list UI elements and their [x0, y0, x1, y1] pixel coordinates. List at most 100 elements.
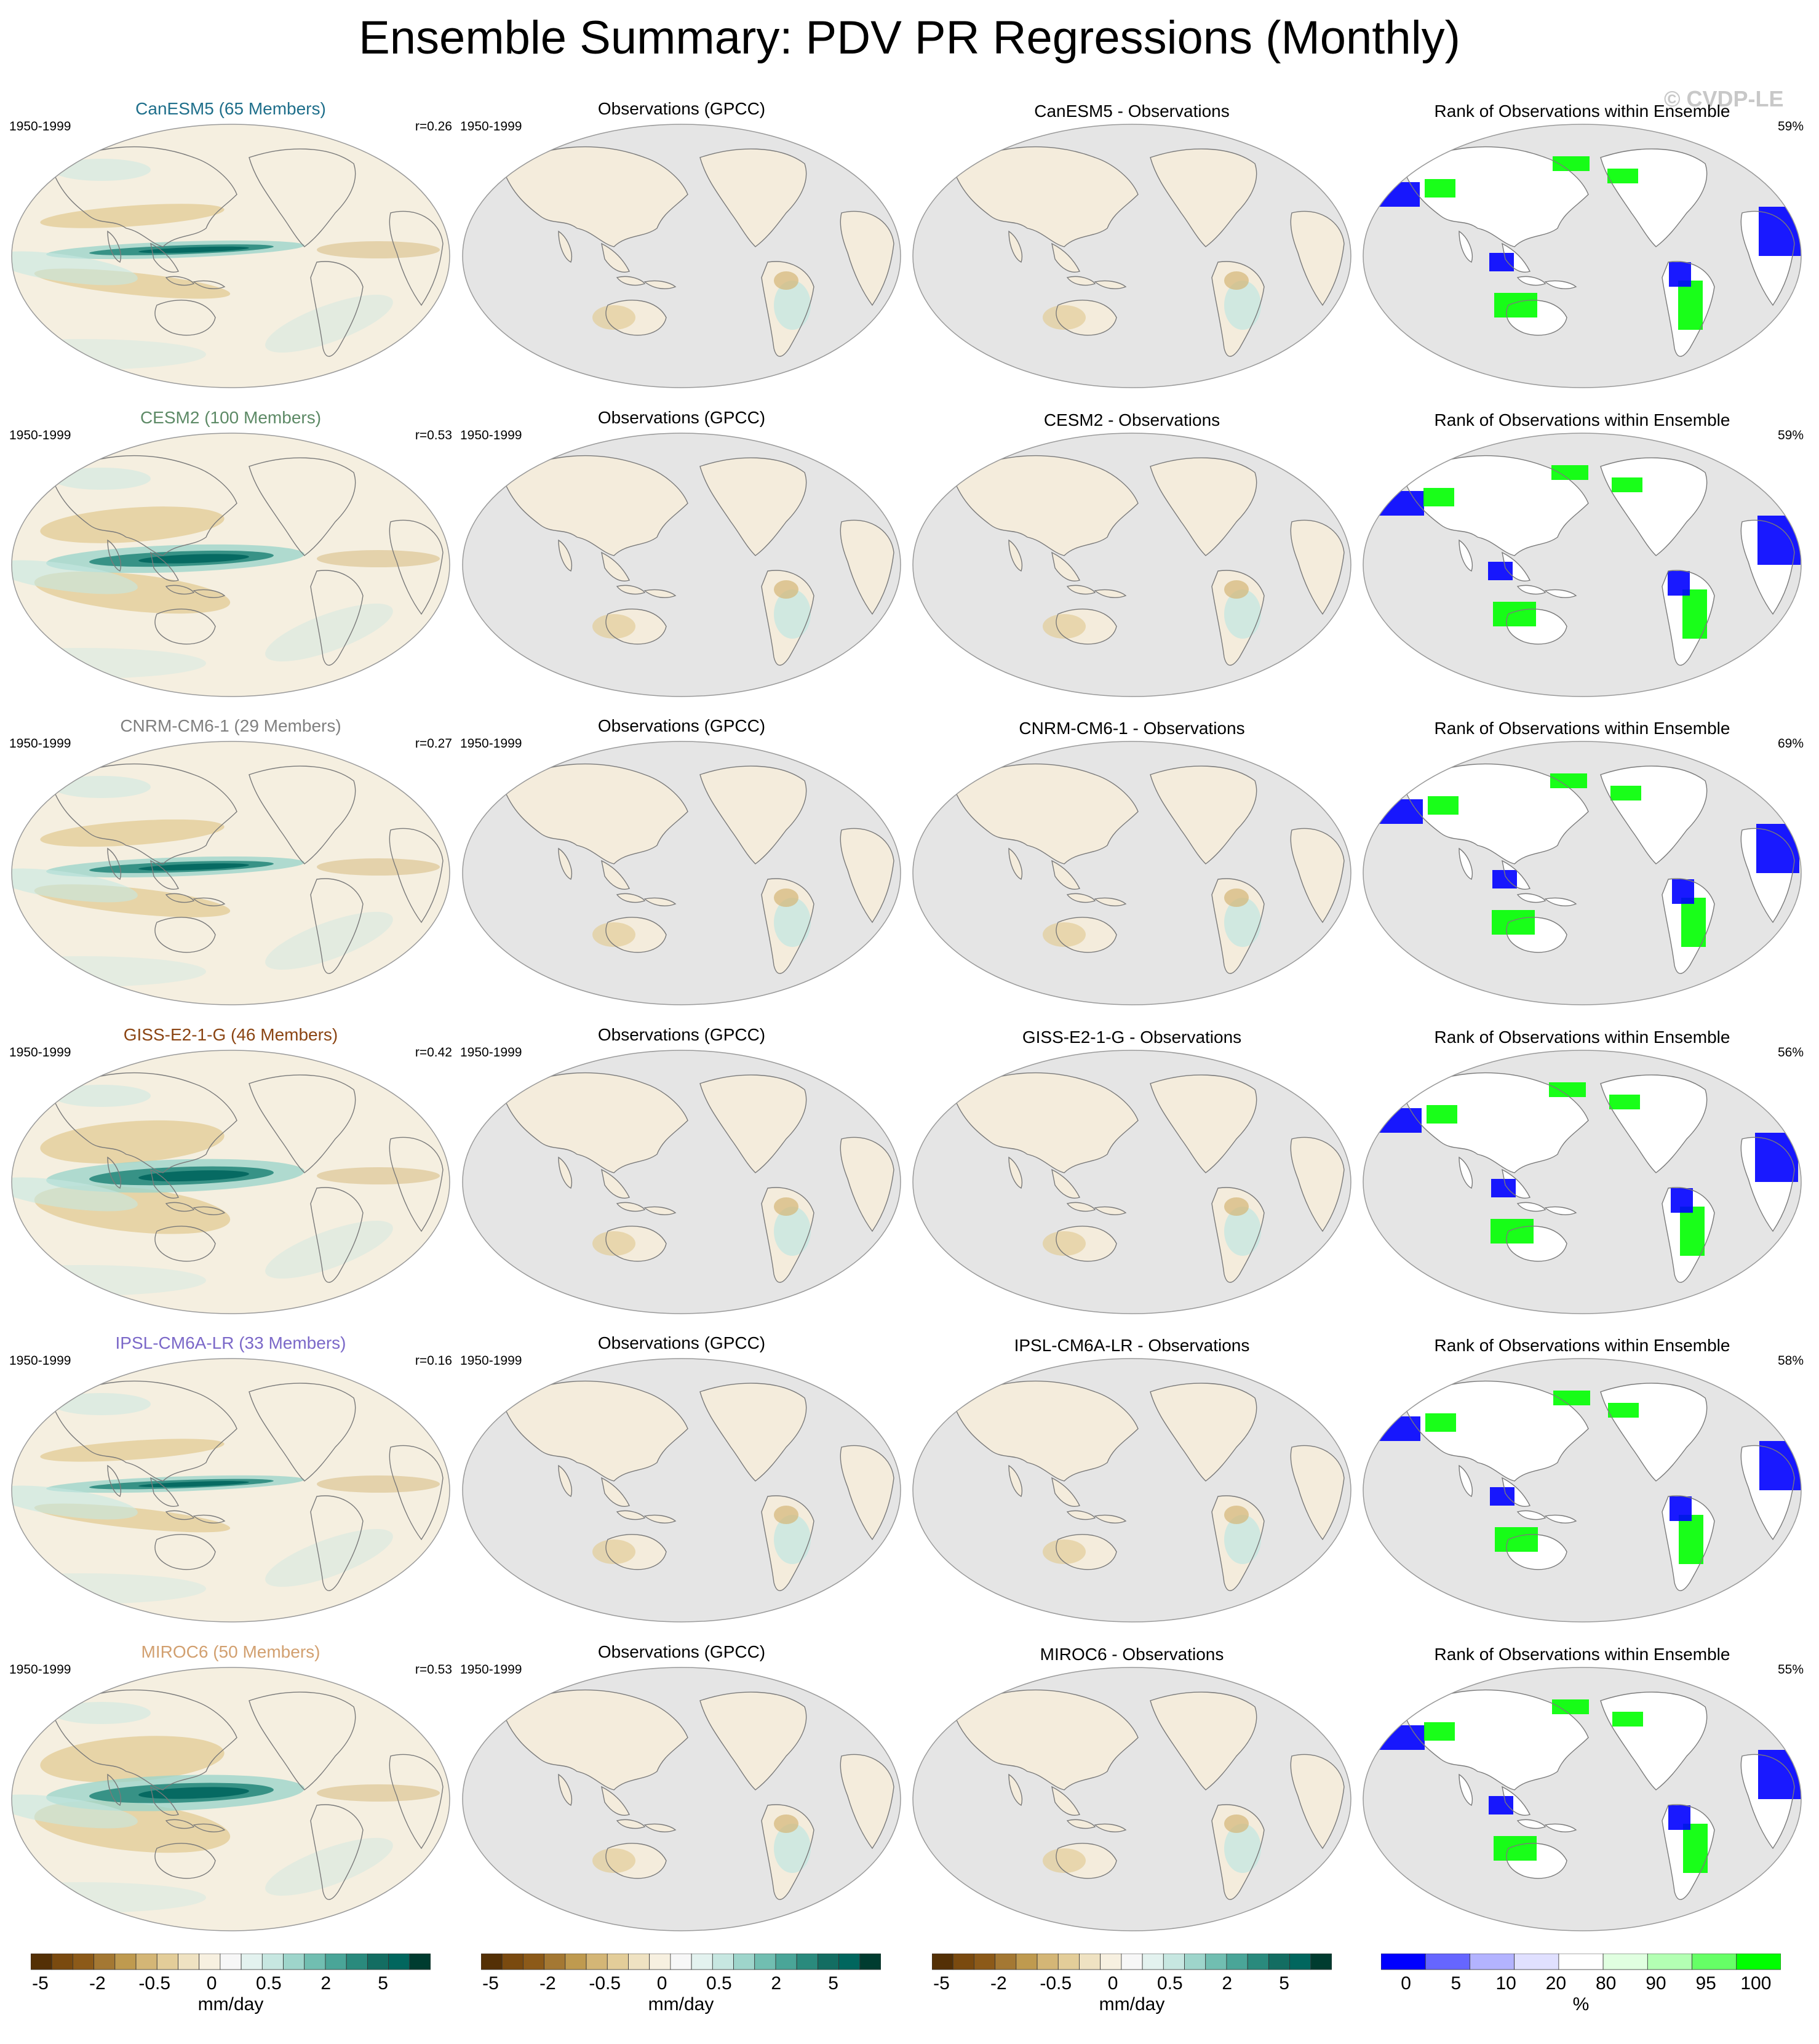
model-title: CanESM5 (65 Members)	[135, 99, 326, 118]
period-label: 1950-1999	[460, 1354, 522, 1368]
pattern-correlation: r=0.53	[415, 1663, 452, 1677]
map-obs	[462, 741, 901, 1005]
map-rank	[1363, 1050, 1802, 1314]
colorbar-tick: 0.5	[256, 1973, 282, 1994]
colorbar-tick: -2	[990, 1973, 1007, 1994]
colorbar-swatches: -5 -2 -0.5 0 0.5 2 5	[30, 1953, 431, 1994]
diff-title: MIROC6 - Observations	[1040, 1645, 1224, 1664]
panel-obs-row-5: Observations (GPCC) 1950-1999	[460, 1642, 903, 1937]
period-label: 1950-1999	[9, 1045, 71, 1060]
rank-title: Rank of Observations within Ensemble	[1434, 410, 1730, 429]
pattern-correlation: r=0.16	[415, 1354, 452, 1368]
diff-title: GISS-E2-1-G - Observations	[1022, 1028, 1242, 1047]
colorbar-tick: 5	[1451, 1973, 1462, 1994]
panel-diff-row-4: IPSL-CM6A-LR - Observations	[910, 1333, 1353, 1628]
colorbar-tick: -0.5	[1040, 1973, 1072, 1994]
map-rank	[1363, 124, 1802, 388]
period-label: 1950-1999	[460, 119, 522, 134]
colorbar-tick: 80	[1596, 1973, 1616, 1994]
colorbar-units: mm/day	[197, 1994, 264, 2014]
figure-title: Ensemble Summary: PDV PR Regressions (Mo…	[359, 12, 1460, 64]
map-diff	[912, 1050, 1351, 1314]
colorbar-units: %	[1572, 1994, 1590, 2014]
colorbar-rank: 0 5 10 20 80 90 95 100%	[1380, 1953, 1781, 2021]
panel-model-row-0: CanESM5 (65 Members) 1950-1999 r=0.26	[9, 98, 452, 394]
panel-model-row-3: GISS-E2-1-G (46 Members) 1950-1999 r=0.42	[9, 1024, 452, 1320]
map-obs	[462, 1050, 901, 1314]
obs-title: Observations (GPCC)	[597, 1025, 766, 1044]
rank-title: Rank of Observations within Ensemble	[1434, 719, 1730, 738]
panel-model-row-4: IPSL-CM6A-LR (33 Members) 1950-1999 r=0.16	[9, 1333, 452, 1628]
rank-percent: 69%	[1777, 737, 1804, 751]
colorbar-tick: 95	[1695, 1973, 1716, 1994]
panel-obs-row-0: Observations (GPCC) 1950-1999	[460, 98, 903, 394]
period-label: 1950-1999	[9, 428, 71, 442]
map-rank	[1363, 741, 1802, 1005]
map-diff	[912, 741, 1351, 1005]
panel-diff-row-2: CNRM-CM6-1 - Observations	[910, 716, 1353, 1011]
panel-diff-row-3: GISS-E2-1-G - Observations	[910, 1024, 1353, 1320]
colorbar-units: mm/day	[1099, 1994, 1165, 2014]
colorbar-tick: 2	[1222, 1973, 1232, 1994]
model-title: CESM2 (100 Members)	[140, 408, 322, 427]
colorbar-tick: -2	[539, 1973, 556, 1994]
obs-title: Observations (GPCC)	[597, 716, 766, 735]
colorbar-swatches: -5 -2 -0.5 0 0.5 2 5	[480, 1953, 882, 1994]
colorbar-tick: 10	[1495, 1973, 1516, 1994]
colorbar-tick: -0.5	[138, 1973, 170, 1994]
map-rank	[1363, 433, 1802, 697]
map-model	[11, 124, 450, 388]
colorbar-tick: 5	[828, 1973, 838, 1994]
colorbar-swatches: 0 5 10 20 80 90 95 100	[1380, 1953, 1781, 1994]
map-obs	[462, 1358, 901, 1623]
map-model	[11, 1358, 450, 1623]
colorbar-mm-day: -5 -2 -0.5 0 0.5 2 5 mm/day	[480, 1953, 882, 2021]
map-model	[11, 741, 450, 1005]
panel-obs-row-1: Observations (GPCC) 1950-1999	[460, 407, 903, 703]
model-title: GISS-E2-1-G (46 Members)	[123, 1025, 338, 1044]
diff-title: IPSL-CM6A-LR - Observations	[1014, 1336, 1250, 1355]
colorbar-tick: 5	[378, 1973, 388, 1994]
map-diff	[912, 433, 1351, 697]
map-rank	[1363, 1358, 1802, 1623]
model-title: IPSL-CM6A-LR (33 Members)	[115, 1333, 346, 1352]
diff-title: CESM2 - Observations	[1043, 410, 1220, 429]
colorbar-tick: 5	[1279, 1973, 1289, 1994]
panel-rank-row-0: Rank of Observations within Ensemble 59%	[1361, 98, 1804, 394]
colorbar-mm-day: -5 -2 -0.5 0 0.5 2 5 mm/day	[931, 1953, 1332, 2021]
panel-rank-row-3: Rank of Observations within Ensemble 56%	[1361, 1024, 1804, 1320]
rank-percent: 56%	[1777, 1045, 1804, 1060]
colorbar-tick: 20	[1546, 1973, 1566, 1994]
map-diff	[912, 1358, 1351, 1623]
colorbar-tick: 0	[1401, 1973, 1411, 1994]
panel-rank-row-2: Rank of Observations within Ensemble 69%	[1361, 716, 1804, 1011]
pattern-correlation: r=0.26	[415, 119, 452, 134]
colorbar-mm-day: -5 -2 -0.5 0 0.5 2 5 mm/day	[30, 1953, 431, 2021]
colorbar-tick: 2	[320, 1973, 331, 1994]
panel-rank-row-4: Rank of Observations within Ensemble 58%	[1361, 1333, 1804, 1628]
rank-percent: 59%	[1777, 428, 1804, 442]
panel-rank-row-5: Rank of Observations within Ensemble 55%	[1361, 1642, 1804, 1937]
map-model	[11, 433, 450, 697]
pattern-correlation: r=0.53	[415, 428, 452, 442]
diff-title: CanESM5 - Observations	[1034, 102, 1230, 121]
obs-title: Observations (GPCC)	[597, 1642, 766, 1661]
colorbar-tick: 0	[657, 1973, 667, 1994]
panel-diff-row-0: CanESM5 - Observations	[910, 98, 1353, 394]
rank-percent: 58%	[1777, 1354, 1804, 1368]
obs-title: Observations (GPCC)	[597, 1333, 766, 1352]
rank-title: Rank of Observations within Ensemble	[1434, 102, 1730, 121]
map-model	[11, 1050, 450, 1314]
rank-percent: 59%	[1777, 119, 1804, 134]
period-label: 1950-1999	[9, 1663, 71, 1677]
obs-title: Observations (GPCC)	[597, 99, 766, 118]
rank-percent: 55%	[1777, 1663, 1804, 1677]
colorbar-tick: 2	[771, 1973, 781, 1994]
map-diff	[912, 124, 1351, 388]
map-obs	[462, 1667, 901, 1931]
period-label: 1950-1999	[460, 1663, 522, 1677]
panel-model-row-5: MIROC6 (50 Members) 1950-1999 r=0.53	[9, 1642, 452, 1937]
watermark: © CVDP-LE	[1664, 86, 1784, 111]
period-label: 1950-1999	[9, 119, 71, 134]
panel-model-row-2: CNRM-CM6-1 (29 Members) 1950-1999 r=0.27	[9, 716, 452, 1011]
